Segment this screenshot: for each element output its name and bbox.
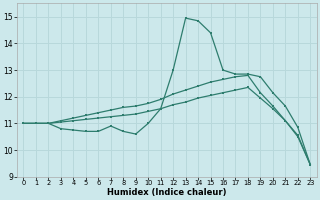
X-axis label: Humidex (Indice chaleur): Humidex (Indice chaleur) — [107, 188, 227, 197]
